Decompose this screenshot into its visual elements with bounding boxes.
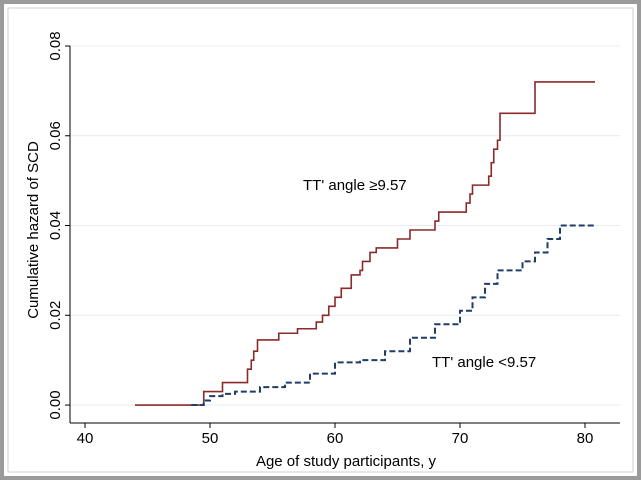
annotation: TT' angle ≥9.57 — [303, 177, 407, 194]
series-line — [135, 81, 595, 406]
y-tick-label: 0.04 — [47, 211, 64, 240]
inner-frame — [7, 7, 634, 473]
y-tick-label: 0.08 — [47, 31, 64, 60]
x-tick-label: 80 — [577, 430, 594, 447]
annotation: TT' angle <9.57 — [432, 354, 536, 371]
y-tick-label: 0.00 — [47, 390, 64, 419]
x-tick-label: 40 — [77, 430, 94, 447]
y-tick-label: 0.02 — [47, 301, 64, 330]
x-tick-label: 50 — [202, 430, 219, 447]
x-tick-label: 70 — [452, 430, 469, 447]
y-tick-label: 0.06 — [47, 121, 64, 150]
x-tick-label: 60 — [327, 430, 344, 447]
y-axis-label: Cumulative hazard of SCD — [25, 141, 42, 319]
x-axis-label: Age of study participants, y — [256, 453, 437, 470]
